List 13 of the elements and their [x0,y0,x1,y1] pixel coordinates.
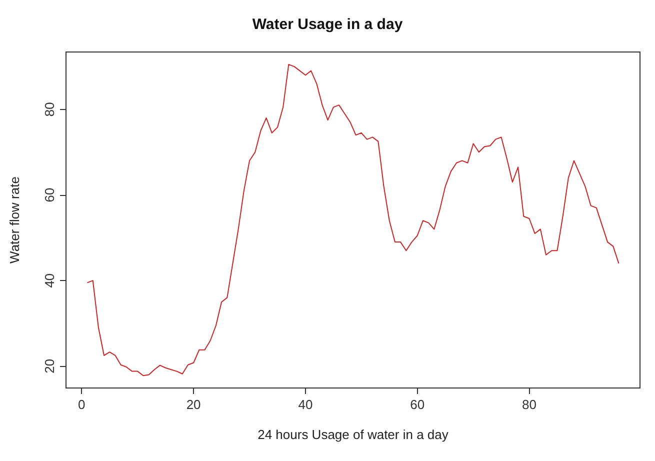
x-axis-title: 24 hours Usage of water in a day [258,427,449,442]
chart-title: Water Usage in a day [252,16,404,33]
x-tick-label: 20 [186,397,201,412]
y-tick-label: 60 [42,188,57,202]
x-tick-label: 60 [410,397,425,412]
line-series [86,64,620,376]
y-tick-label: 40 [42,273,57,288]
x-tick-label: 0 [78,397,86,412]
y-tick-label: 80 [42,102,57,117]
x-tick-label: 80 [522,397,536,412]
y-tick-label: 20 [42,358,57,374]
y-axis-title: Water flow rate [7,176,22,264]
x-tick-label: 40 [298,397,313,412]
